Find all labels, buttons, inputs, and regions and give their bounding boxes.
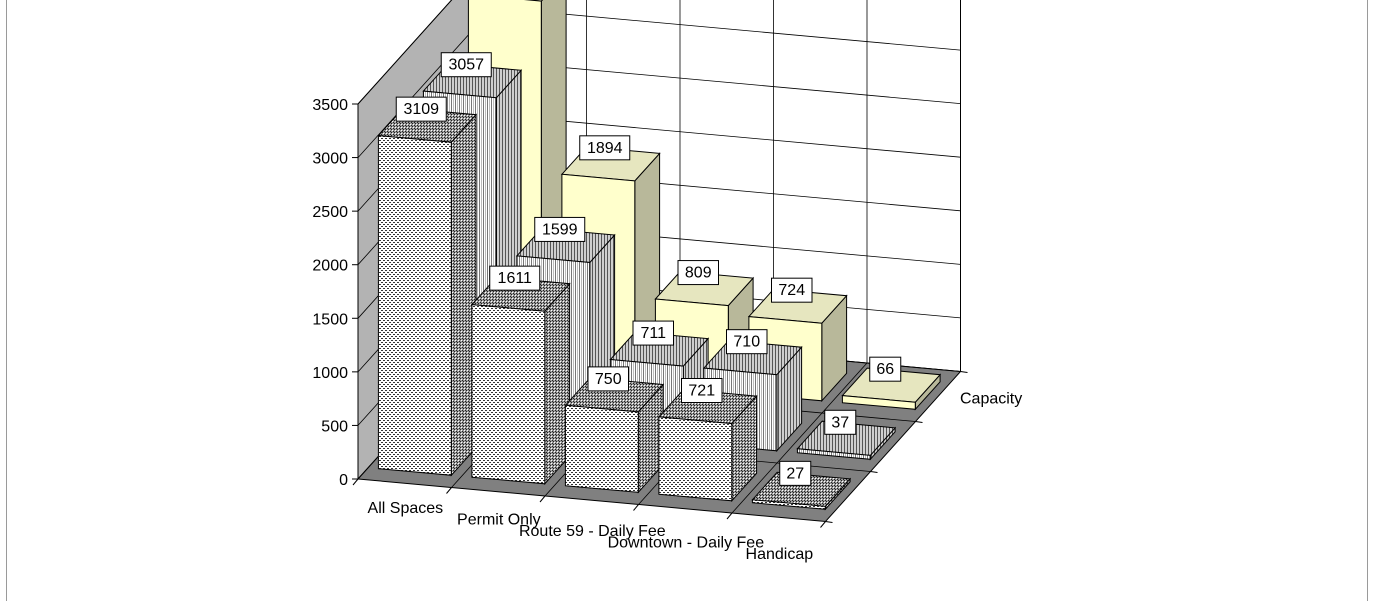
data-label-box: [489, 265, 541, 291]
data-label: 3109: [395, 96, 447, 122]
data-label-box: [440, 52, 492, 78]
x-tick-label: Downtown - Daily Fee: [608, 534, 765, 551]
data-label-text: 721: [688, 383, 715, 400]
x-tick-mark: [539, 495, 546, 503]
data-label: 66: [869, 356, 902, 382]
data-label: 809: [677, 260, 719, 286]
data-label: 721: [681, 378, 723, 403]
bar-front-face: [471, 304, 546, 485]
data-label: 1894: [579, 135, 631, 161]
bar-1-4: [657, 388, 758, 503]
data-label-box: [632, 320, 674, 346]
data-label-text: 37: [831, 414, 849, 431]
data-label-box: [824, 409, 857, 435]
data-label-box: [677, 260, 719, 286]
x-tick-mark: [633, 504, 639, 511]
gridline-y: [357, 0, 453, 105]
bar-3-5: [841, 367, 942, 411]
x-tick-mark: [820, 521, 826, 528]
data-label-text: 3109: [403, 101, 439, 118]
y-tick-label: 3000: [312, 151, 348, 168]
data-label-text: 27: [786, 465, 804, 482]
bar-front-face: [751, 499, 826, 510]
floor-gridline: [731, 362, 868, 514]
data-label-box: [869, 356, 902, 382]
data-label-text: 750: [595, 371, 622, 388]
bar-1-1: [377, 107, 478, 477]
data-label-box: [579, 135, 631, 161]
y-tick-label: 3500: [312, 97, 348, 114]
x-tick-label: Permit Only: [457, 511, 541, 528]
bar-1-5: [751, 471, 852, 511]
data-label-text: 1599: [542, 221, 578, 238]
bar-1-2: [470, 276, 571, 486]
data-label: 27: [779, 460, 812, 486]
series-axis-label: Capacity: [960, 391, 1022, 408]
x-tick-mark: [726, 512, 733, 520]
depth-tick-mark: [870, 471, 878, 473]
bar-2-5: [796, 420, 897, 461]
y-tick-label: 2000: [312, 258, 348, 275]
data-label: 750: [587, 366, 629, 392]
y-tick-label: 0: [339, 472, 348, 489]
x-tick-mark: [446, 487, 452, 494]
data-label-text: 1611: [498, 270, 533, 287]
data-label-text: 3057: [448, 57, 484, 74]
data-label: 37: [824, 409, 857, 435]
data-label: 710: [726, 329, 768, 355]
y-tick-label: 1500: [312, 311, 348, 328]
data-label-text: 710: [733, 334, 760, 351]
data-label-text: 711: [640, 325, 666, 342]
data-label: 3057: [440, 52, 492, 78]
data-label: 724: [771, 277, 813, 303]
data-label: 1611: [489, 265, 541, 291]
data-label-text: 724: [778, 282, 805, 299]
data-label-text: 66: [876, 361, 894, 378]
x-tick-label: All Spaces: [368, 500, 444, 517]
bar-front-face: [564, 404, 639, 493]
x-tick-label: Route 59 - Daily Fee: [519, 523, 666, 540]
data-label-box: [779, 460, 812, 486]
data-label-box: [587, 366, 629, 392]
data-label-box: [771, 277, 813, 303]
data-label-text: 809: [685, 265, 712, 282]
x-tick-mark: [352, 478, 359, 486]
depth-tick-mark: [915, 421, 923, 423]
data-label-box: [534, 216, 586, 242]
bar-front-face: [796, 448, 871, 460]
x-tick-label: Handicap: [746, 546, 814, 563]
y-tick-label: 2500: [312, 204, 348, 221]
data-label-text: 1894: [587, 140, 623, 157]
data-label-box: [395, 96, 447, 122]
bar-front-face: [658, 416, 733, 502]
bar-front-face: [377, 135, 452, 476]
y-tick-label: 500: [321, 418, 348, 435]
bar-1-3: [564, 377, 665, 494]
y-tick-label: 1000: [312, 365, 348, 382]
data-label: 1599: [534, 216, 586, 242]
depth-tick-mark: [825, 521, 833, 523]
depth-tick-mark: [960, 371, 968, 373]
data-label: 711: [632, 320, 674, 346]
data-label-box: [726, 329, 768, 355]
data-label-box: [681, 378, 723, 403]
bar-front-face: [841, 395, 916, 410]
